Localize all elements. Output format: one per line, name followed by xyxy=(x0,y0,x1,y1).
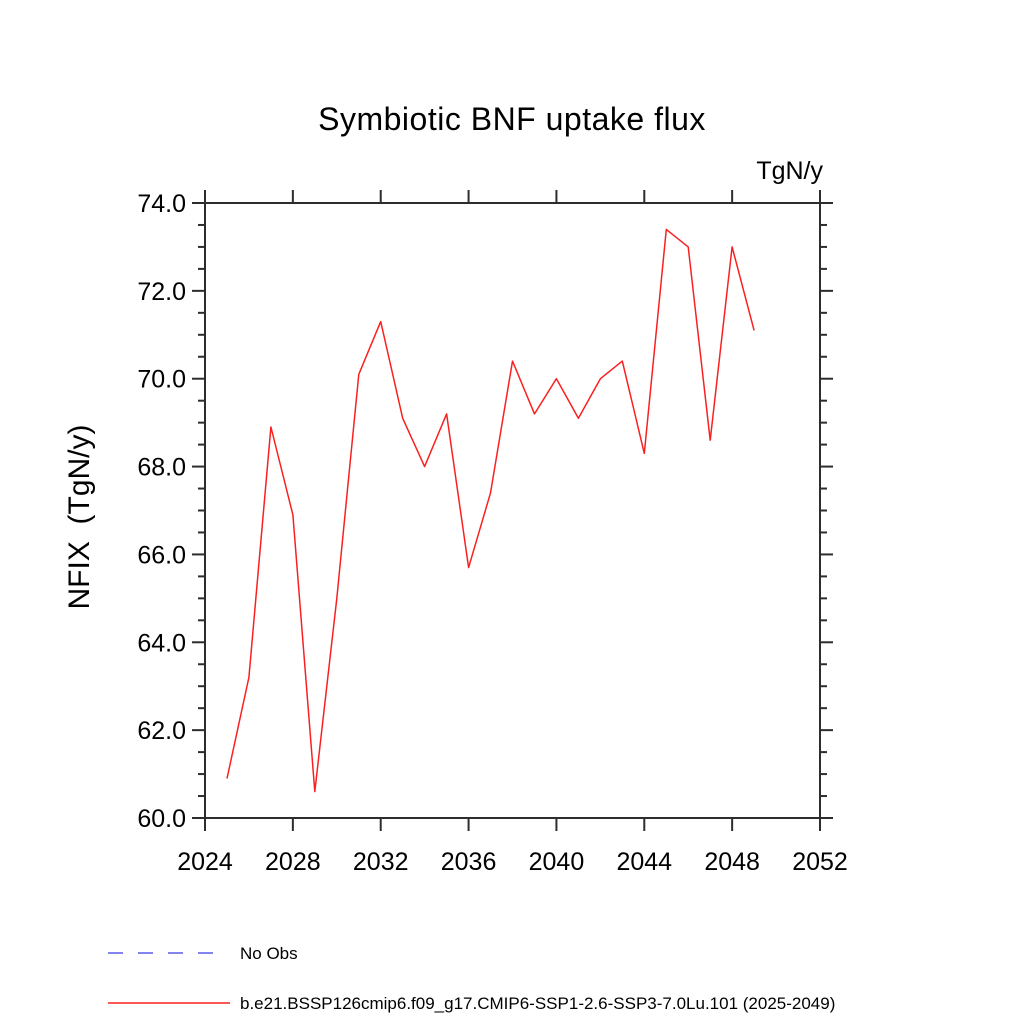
legend-label-no-obs: No Obs xyxy=(240,944,298,963)
y-tick-label: 68.0 xyxy=(137,454,186,482)
data-line xyxy=(226,228,755,793)
x-tick-label: 2036 xyxy=(441,848,497,876)
x-tick-label: 2028 xyxy=(265,848,321,876)
y-tick-label: 70.0 xyxy=(137,366,186,394)
x-tick-label: 2032 xyxy=(353,848,409,876)
unit-label: TgN/y xyxy=(756,157,823,185)
y-tick-label: 72.0 xyxy=(137,278,186,306)
y-tick-label: 74.0 xyxy=(137,190,186,218)
y-tick-label: 66.0 xyxy=(137,541,186,569)
y-tick-label: 62.0 xyxy=(137,717,186,745)
legend-swatch-model-run xyxy=(108,1002,230,1004)
y-tick-label: 60.0 xyxy=(137,805,186,833)
x-tick-label: 2044 xyxy=(616,848,672,876)
chart-title: Symbiotic BNF uptake flux xyxy=(318,101,706,137)
legend-swatch-no-obs xyxy=(108,952,217,954)
y-tick-label: 64.0 xyxy=(137,629,186,657)
x-tick-label: 2040 xyxy=(529,848,585,876)
x-tick-label: 2048 xyxy=(704,848,760,876)
x-tick-label: 2024 xyxy=(177,848,233,876)
x-tick-label: 2052 xyxy=(792,848,848,876)
legend-label-model-run: b.e21.BSSP126cmip6.f09_g17.CMIP6-SSP1-2.… xyxy=(240,994,836,1013)
